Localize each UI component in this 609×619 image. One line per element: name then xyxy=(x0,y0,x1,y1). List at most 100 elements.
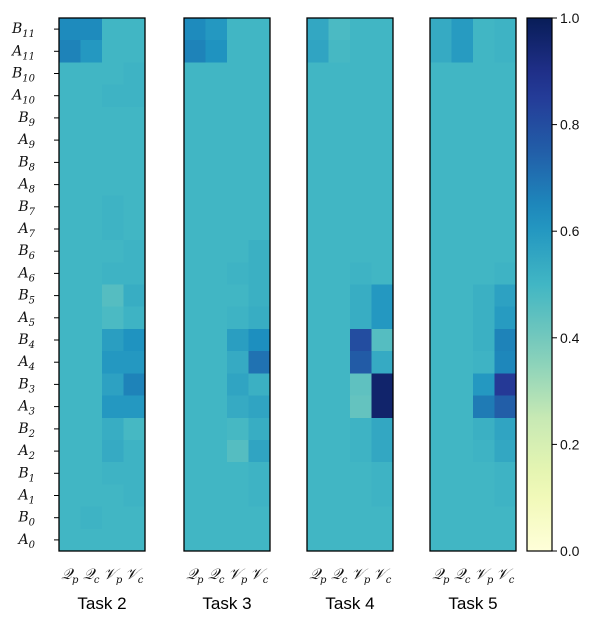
heatmap-cell xyxy=(80,395,103,419)
heatmap-cell xyxy=(430,328,452,352)
heatmap-cell xyxy=(494,484,517,507)
heatmap-cell xyxy=(59,195,81,219)
heatmap-cell xyxy=(473,62,495,86)
heatmap-cell xyxy=(102,373,124,396)
heatmap-cell xyxy=(307,395,329,419)
row-label: B2 xyxy=(17,421,35,440)
heatmap-cell xyxy=(248,439,271,463)
heatmap-cell xyxy=(430,84,452,108)
heatmap-cell xyxy=(307,262,329,285)
heatmap-cell xyxy=(123,351,146,374)
heatmap-cell xyxy=(59,484,81,507)
panel-frame xyxy=(429,17,517,552)
heatmap-cell xyxy=(430,195,452,219)
heatmap-cell xyxy=(248,284,271,308)
heatmap-cell xyxy=(123,195,146,219)
heatmap-cell xyxy=(248,373,271,396)
heatmap-cell xyxy=(123,262,146,285)
heatmap-cell xyxy=(227,217,249,241)
heatmap-cell xyxy=(494,395,517,419)
heatmap-cell xyxy=(227,373,249,396)
heatmap-cell xyxy=(371,373,394,396)
heatmap-cell xyxy=(80,373,103,396)
heatmap-cell xyxy=(59,106,81,130)
heatmap-cell xyxy=(227,395,249,419)
column-label: 𝒱c xyxy=(125,565,144,586)
heatmap-cell xyxy=(451,484,474,507)
heatmap-cell xyxy=(328,417,351,441)
heatmap-cell xyxy=(473,106,495,130)
heatmap-cell xyxy=(123,506,146,530)
heatmap-cell xyxy=(371,306,394,330)
heatmap-cell xyxy=(227,484,249,507)
heatmap-cell xyxy=(473,84,495,108)
heatmap-cell xyxy=(184,284,206,308)
heatmap-cell xyxy=(430,262,452,285)
heatmap-cell xyxy=(59,328,81,352)
row-label: A5 xyxy=(17,310,36,329)
heatmap-cell xyxy=(430,506,452,530)
heatmap-cell xyxy=(307,506,329,530)
heatmap-cell xyxy=(371,506,394,530)
heatmap-cell xyxy=(248,506,271,530)
heatmap-cell xyxy=(248,351,271,374)
column-label: 𝒬c xyxy=(208,565,225,586)
heatmap-cell xyxy=(430,62,452,86)
colorbar-gradient xyxy=(526,17,553,552)
row-label: B7 xyxy=(17,199,35,218)
heatmap-cell xyxy=(102,18,124,41)
heatmap-cell xyxy=(430,351,452,374)
heatmap-cell xyxy=(184,129,206,152)
heatmap-cell xyxy=(123,328,146,352)
heatmap-cell xyxy=(451,173,474,197)
heatmap-cell xyxy=(451,417,474,441)
heatmap-cell xyxy=(307,373,329,396)
heatmap-cell xyxy=(59,84,81,108)
row-label: A9 xyxy=(17,132,36,151)
colorbar-tick-label: 0.2 xyxy=(560,436,580,452)
heatmap-cell xyxy=(248,62,271,86)
heatmap-cell xyxy=(328,284,351,308)
heatmap-cell xyxy=(473,306,495,330)
heatmap-cell xyxy=(307,484,329,507)
heatmap-cell xyxy=(80,306,103,330)
heatmap-cell xyxy=(184,417,206,441)
row-label: B1 xyxy=(17,465,35,484)
heatmap-cell xyxy=(102,395,124,419)
heatmap-cell xyxy=(80,484,103,507)
heatmap-cell xyxy=(328,506,351,530)
heatmap-cell xyxy=(80,217,103,241)
heatmap-cell xyxy=(473,506,495,530)
heatmap-cell xyxy=(248,240,271,263)
heatmap-cell xyxy=(473,173,495,197)
heatmap-cell xyxy=(350,62,372,86)
row-label: A10 xyxy=(10,88,35,107)
heatmap-cell xyxy=(473,373,495,396)
panel-frame xyxy=(306,17,394,552)
heatmap-cell xyxy=(248,328,271,352)
heatmap-cell xyxy=(80,284,103,308)
heatmap-cell xyxy=(205,484,228,507)
heatmap-cell xyxy=(307,129,329,152)
heatmap-cell xyxy=(430,240,452,263)
heatmap-cell xyxy=(473,240,495,263)
heatmap-cell xyxy=(350,129,372,152)
heatmap-cell xyxy=(328,129,351,152)
heatmap-cell xyxy=(123,40,146,63)
heatmap-cell xyxy=(80,151,103,174)
heatmap-cell xyxy=(350,217,372,241)
heatmap-cell xyxy=(451,195,474,219)
heatmap-cell xyxy=(184,217,206,241)
heatmap-cell xyxy=(205,328,228,352)
heatmap-cell xyxy=(205,240,228,263)
column-label: 𝒬c xyxy=(331,565,348,586)
heatmap-cell xyxy=(307,240,329,263)
heatmap-cell xyxy=(102,40,124,63)
heatmap-panel: 𝒬p 𝒬c 𝒱p 𝒱c Task 2 xyxy=(58,17,146,613)
heatmap-cell xyxy=(494,284,517,308)
heatmap-cell xyxy=(59,528,81,552)
heatmap-cell xyxy=(102,62,124,86)
heatmap-cell xyxy=(123,373,146,396)
heatmap-cell xyxy=(123,18,146,41)
heatmap-cell xyxy=(184,40,206,63)
